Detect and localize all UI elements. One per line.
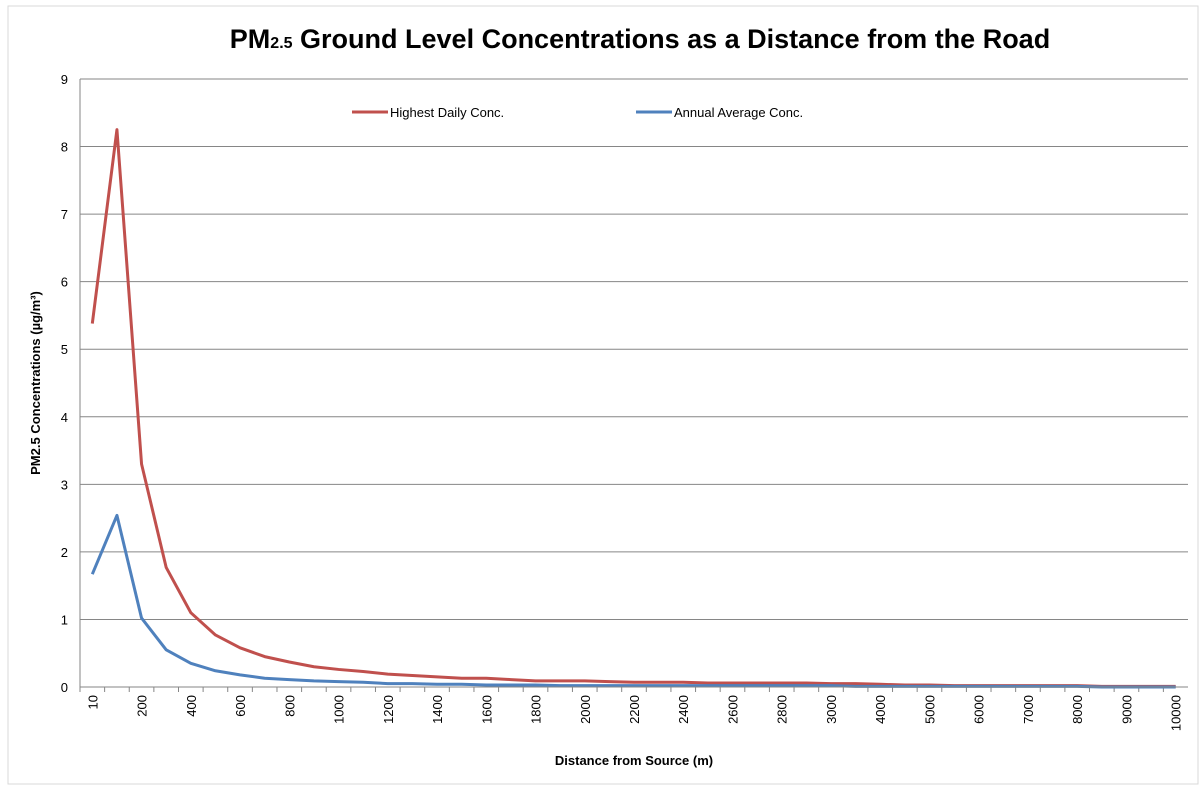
x-tick-label: 1800 (529, 695, 544, 724)
x-tick-label: 10 (85, 695, 100, 709)
x-tick-label: 1200 (381, 695, 396, 724)
x-tick-label: 10000 (1169, 695, 1184, 731)
x-tick-label: 6000 (972, 695, 987, 724)
x-tick-label: 1600 (479, 695, 494, 724)
x-tick-label: 2800 (775, 695, 790, 724)
x-tick-label: 2600 (725, 695, 740, 724)
title-subscript: 2.5 (270, 35, 292, 52)
x-tick-label: 1400 (430, 695, 445, 724)
x-tick-label: 400 (184, 695, 199, 717)
y-tick-label: 8 (61, 140, 68, 155)
y-axis-title: PM2.5 Concentrations (µg/m³) (28, 291, 43, 475)
x-tick-label: 4000 (873, 695, 888, 724)
legend-label: Highest Daily Conc. (390, 105, 504, 120)
data-line (90, 513, 1176, 689)
title-part: Ground Level Concentrations as a Distanc… (293, 24, 1051, 54)
x-tick-label: 5000 (922, 695, 937, 724)
y-tick-label: 6 (61, 275, 68, 290)
x-tick-label: 2400 (676, 695, 691, 724)
x-tick-label: 1000 (332, 695, 347, 724)
x-tick-label: 600 (233, 695, 248, 717)
y-tick-label: 4 (61, 410, 68, 425)
y-tick-label: 3 (61, 477, 68, 492)
y-tick-label: 2 (61, 545, 68, 560)
y-tick-label: 5 (61, 342, 68, 357)
x-tick-label: 3000 (824, 695, 839, 724)
y-tick-label: 1 (61, 612, 68, 627)
title-part: PM (230, 24, 271, 54)
x-axis-title: Distance from Source (m) (555, 753, 713, 768)
chart-frame (7, 5, 1199, 785)
legend-label: Annual Average Conc. (674, 105, 803, 120)
y-tick-label: 7 (61, 207, 68, 222)
y-tick-label: 0 (61, 680, 68, 695)
chart-title: PM2.5 Ground Level Concentrations as a D… (230, 24, 1050, 54)
x-tick-label: 8000 (1070, 695, 1085, 724)
x-tick-label: 2000 (578, 695, 593, 724)
y-tick-label: 9 (61, 72, 68, 87)
x-tick-label: 200 (135, 695, 150, 717)
x-tick-label: 7000 (1021, 695, 1036, 724)
x-tick-label: 9000 (1119, 695, 1134, 724)
x-tick-label: 800 (282, 695, 297, 717)
x-tick-label: 2200 (627, 695, 642, 724)
